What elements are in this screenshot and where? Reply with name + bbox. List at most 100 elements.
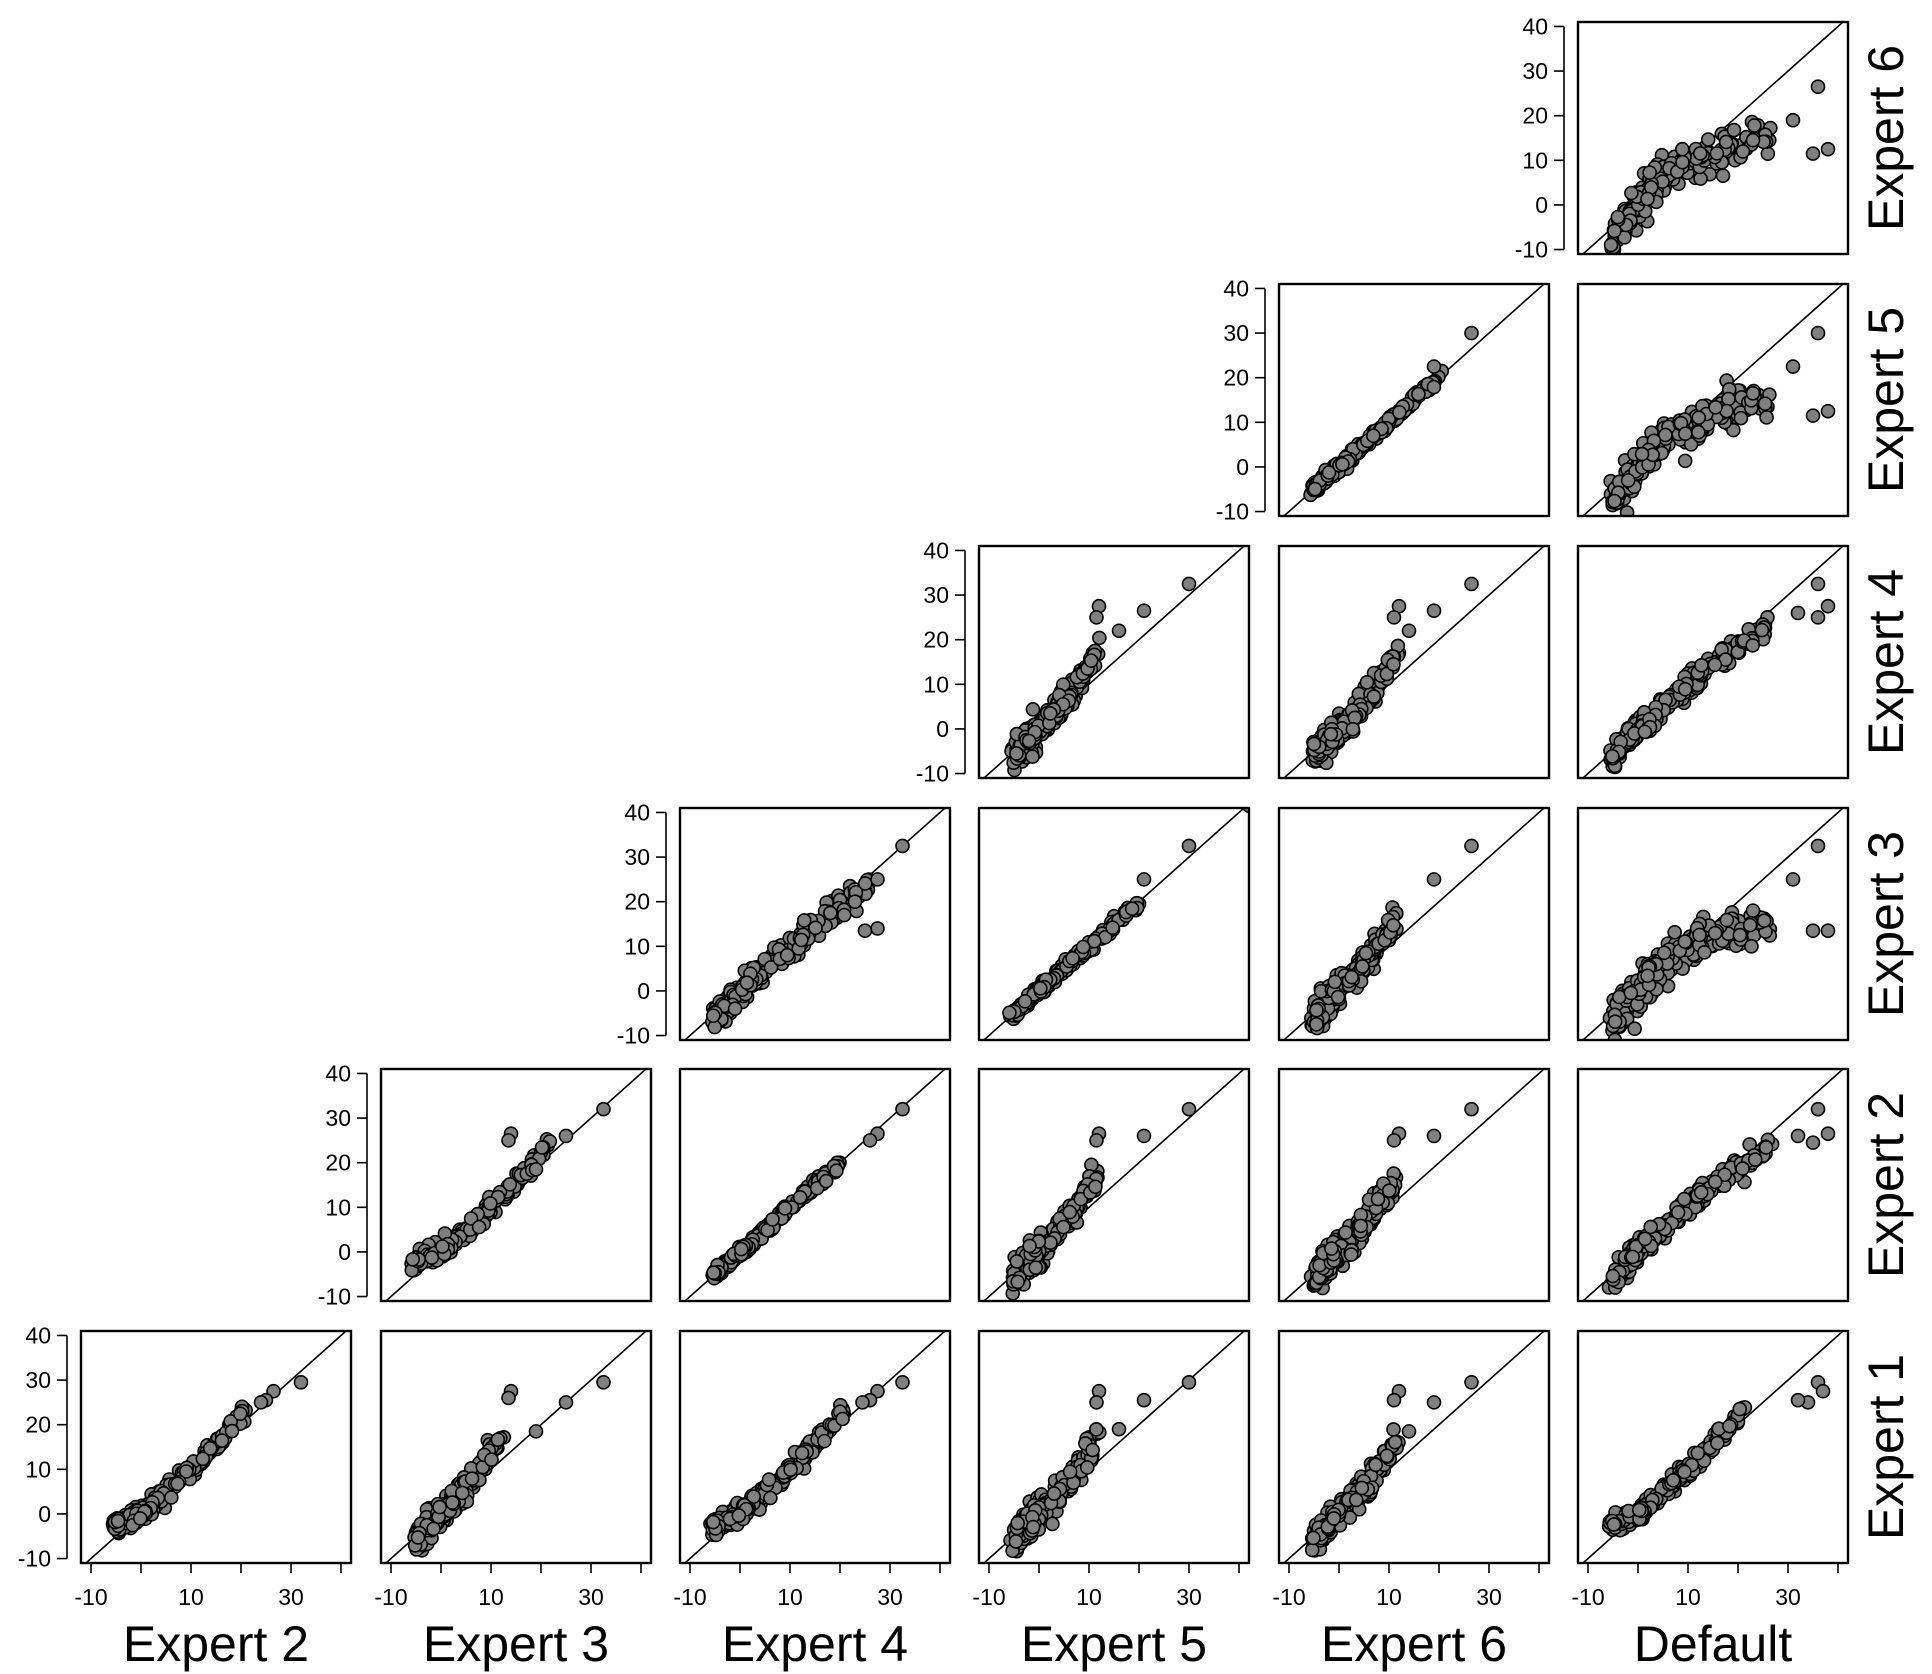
data-point (410, 1530, 426, 1545)
data-point (1392, 405, 1407, 420)
data-point (445, 1495, 460, 1510)
data-point (1603, 237, 1619, 253)
data-point (484, 1452, 499, 1467)
data-point (1745, 638, 1760, 653)
data-point (847, 894, 863, 909)
data-point (1426, 359, 1442, 374)
data-point (1326, 1511, 1342, 1526)
data-point (1747, 1152, 1763, 1167)
y-tick-label: 0 (38, 1501, 51, 1527)
data-point (1387, 1434, 1403, 1450)
panel-expert-3-vs-default (1576, 806, 1850, 1042)
y-tick-label: 40 (1223, 275, 1249, 301)
panel-expert-2-vs-expert-5 (977, 1067, 1251, 1303)
data-point (1670, 1205, 1686, 1220)
points (1003, 1375, 1197, 1559)
y-tick-label: 30 (1522, 58, 1548, 84)
data-point (862, 1133, 878, 1148)
data-point (1022, 1238, 1037, 1254)
data-point (426, 1521, 441, 1537)
y-tick-label: -10 (318, 1284, 351, 1310)
data-point (1745, 903, 1761, 918)
data-point (1758, 1140, 1774, 1155)
data-point (765, 1212, 780, 1227)
data-point (1610, 209, 1626, 225)
data-point (1111, 623, 1127, 639)
data-point (1065, 951, 1080, 966)
data-point (1732, 1401, 1748, 1417)
data-point (1693, 1185, 1709, 1200)
panel-frame (1576, 282, 1850, 518)
data-point (1757, 396, 1773, 411)
data-point (1815, 1383, 1831, 1399)
x-axis-title: Expert 6 (1321, 1616, 1507, 1672)
y-tick-label: 30 (325, 1105, 351, 1131)
data-point (1324, 1241, 1339, 1256)
data-point (706, 1008, 721, 1024)
data-point (1810, 325, 1826, 341)
data-point (1009, 1254, 1025, 1269)
y-tick-label: 0 (936, 716, 949, 742)
data-point (1321, 465, 1337, 480)
data-point (596, 1375, 611, 1390)
data-point (1354, 1480, 1370, 1496)
data-point (1309, 1002, 1324, 1018)
data-point (1692, 927, 1707, 943)
x-tick-label: 10 (777, 1584, 803, 1610)
y-tick-label: 40 (624, 799, 650, 825)
data-point (783, 1462, 798, 1477)
data-point (1381, 1183, 1397, 1198)
panel-frame (678, 806, 952, 1042)
points (1603, 325, 1836, 516)
y-tick-label: 40 (923, 537, 949, 563)
data-point (1707, 925, 1723, 941)
data-point (870, 921, 885, 936)
row-label-expert-3: Expert 3 (1858, 831, 1914, 1017)
data-point (1620, 473, 1636, 488)
data-point (1656, 945, 1672, 961)
data-point (1692, 146, 1708, 161)
data-point (1745, 132, 1761, 148)
data-point (1323, 726, 1339, 742)
data-point (1744, 939, 1759, 954)
data-point (731, 1508, 747, 1523)
data-point (1619, 505, 1635, 516)
data-point (1790, 1392, 1806, 1408)
data-point (1111, 1421, 1127, 1437)
y-tick-label: 20 (1223, 365, 1249, 391)
data-point (1722, 1418, 1737, 1434)
data-point (170, 1476, 185, 1492)
data-point (1386, 610, 1402, 625)
data-point (1085, 1442, 1100, 1458)
data-point (1386, 1422, 1401, 1437)
data-point (1760, 146, 1776, 161)
data-point (1017, 994, 1033, 1009)
data-point (1676, 1191, 1692, 1207)
data-point (1805, 146, 1821, 161)
panel-expert-4-vs-default (1576, 544, 1850, 780)
panel-expert-4-vs-expert-6 (1277, 544, 1551, 780)
data-point (1607, 223, 1622, 239)
y-tick-label: -10 (1515, 237, 1548, 263)
data-point (796, 913, 812, 928)
panel-expert-2-vs-expert-4 (678, 1067, 952, 1303)
data-point (1345, 721, 1361, 737)
data-point (1732, 927, 1748, 943)
y-tick-label: 0 (1236, 454, 1249, 480)
data-point (1386, 1392, 1402, 1408)
y-tick-label: 30 (1223, 320, 1249, 346)
data-point (1386, 917, 1401, 933)
data-point (1726, 122, 1742, 138)
data-point (1379, 1448, 1395, 1464)
data-point (1710, 1435, 1725, 1451)
data-point (1719, 912, 1735, 928)
data-point (596, 1101, 611, 1117)
panel-frame (1576, 544, 1850, 780)
data-point (1605, 748, 1620, 764)
data-point (1658, 427, 1673, 443)
data-point (1181, 1375, 1197, 1390)
x-tick-label: 30 (1176, 1584, 1202, 1610)
points (1304, 1375, 1479, 1558)
data-point (1675, 141, 1690, 157)
y-tick-label: 20 (325, 1150, 351, 1176)
